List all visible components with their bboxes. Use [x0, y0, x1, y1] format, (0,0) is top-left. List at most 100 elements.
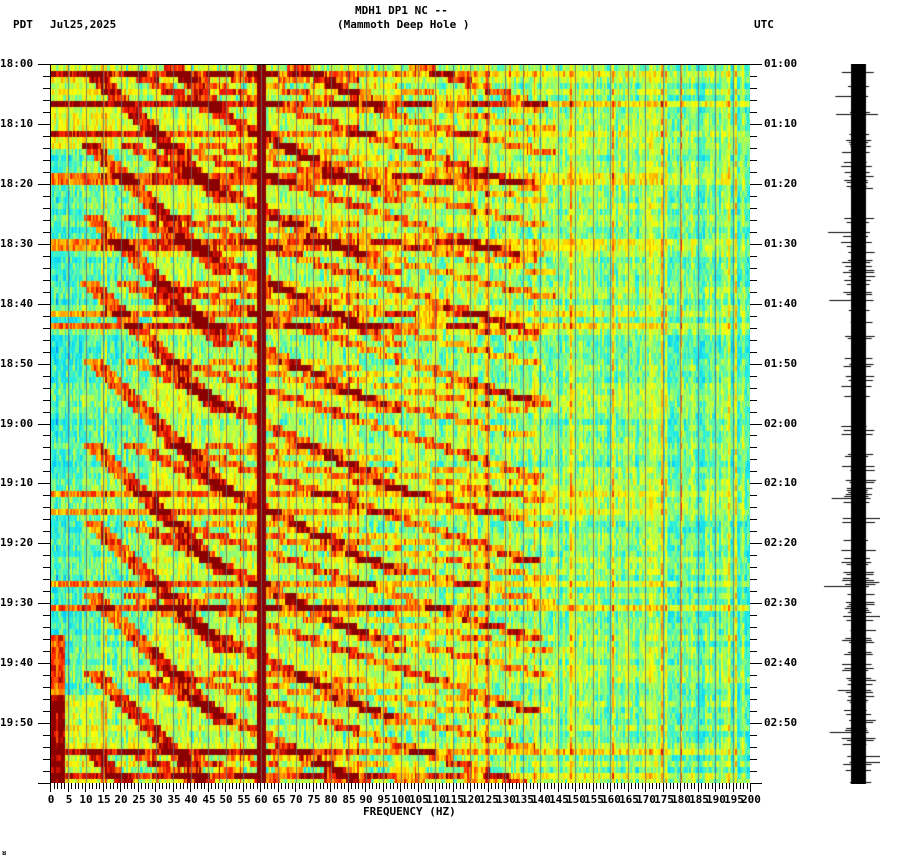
y-tick-right	[750, 519, 757, 520]
x-tick	[187, 783, 188, 789]
x-tick-label: 115	[444, 793, 464, 806]
y-tick-right	[750, 435, 757, 436]
x-tick	[330, 783, 331, 792]
y-tick-left	[43, 148, 50, 149]
y-tick-label-left: 18:30	[0, 237, 34, 250]
x-tick	[166, 783, 167, 789]
x-tick	[603, 783, 604, 789]
x-tick	[516, 783, 517, 789]
x-tick	[106, 783, 107, 789]
y-tick-left	[43, 591, 50, 592]
x-tick	[442, 783, 443, 789]
y-tick-right	[750, 268, 757, 269]
x-tick	[190, 783, 191, 792]
x-tick	[246, 783, 247, 789]
y-tick-right	[750, 603, 762, 604]
y-tick-left	[43, 567, 50, 568]
x-axis-title: FREQUENCY (HZ)	[363, 805, 456, 818]
x-tick	[726, 783, 727, 789]
y-tick-right	[750, 783, 762, 784]
y-tick-label-left: 18:10	[0, 117, 34, 130]
y-tick-left	[43, 100, 50, 101]
x-tick	[432, 783, 433, 789]
x-tick	[134, 783, 135, 789]
y-tick-right	[750, 364, 762, 365]
y-tick-label-left: 18:40	[0, 297, 34, 310]
y-tick-label-right: 02:20	[764, 536, 798, 549]
y-tick-left	[43, 412, 50, 413]
y-tick-right	[750, 376, 757, 377]
y-tick-right	[750, 711, 757, 712]
y-tick-right	[750, 627, 757, 628]
x-tick-label: 200	[741, 793, 761, 806]
y-tick-left	[43, 435, 50, 436]
date-label: Jul25,2025	[50, 18, 117, 31]
x-tick	[351, 783, 352, 789]
y-tick-left	[43, 447, 50, 448]
x-tick	[397, 783, 398, 789]
x-tick	[327, 783, 328, 789]
x-tick	[365, 783, 366, 792]
x-tick	[372, 783, 373, 789]
y-tick-right	[750, 531, 757, 532]
y-tick-left	[43, 627, 50, 628]
y-tick-left	[43, 519, 50, 520]
x-tick	[243, 783, 244, 792]
x-tick	[666, 783, 667, 789]
y-tick-left	[43, 459, 50, 460]
y-tick-right	[750, 148, 757, 149]
x-tick	[75, 783, 76, 789]
x-tick-label: 90	[359, 793, 373, 806]
y-tick-left	[43, 208, 50, 209]
x-tick	[110, 783, 111, 789]
x-tick-label: 105	[409, 793, 429, 806]
x-tick	[299, 783, 300, 789]
x-tick	[320, 783, 321, 789]
x-tick-label: 190	[706, 793, 726, 806]
x-tick	[208, 783, 209, 792]
y-tick-right	[750, 687, 757, 688]
y-tick-label-right: 02:00	[764, 417, 798, 430]
x-tick	[278, 783, 279, 792]
y-tick-right	[750, 651, 757, 652]
x-tick-label: 95	[377, 793, 391, 806]
x-tick-label: 175	[654, 793, 674, 806]
x-tick	[337, 783, 338, 789]
y-tick-left	[43, 340, 50, 341]
x-tick	[694, 783, 695, 789]
x-tick	[439, 783, 440, 789]
x-tick-label: 125	[479, 793, 499, 806]
x-tick	[264, 783, 265, 789]
x-tick-label: 50	[219, 793, 233, 806]
x-tick	[376, 783, 377, 789]
x-tick-label: 55	[237, 793, 251, 806]
x-tick	[411, 783, 412, 789]
x-tick	[687, 783, 688, 789]
x-tick	[383, 783, 384, 792]
y-tick-right	[750, 543, 762, 544]
x-tick	[512, 783, 513, 789]
y-tick-right	[750, 184, 762, 185]
x-tick	[127, 783, 128, 789]
x-tick	[85, 783, 86, 792]
y-tick-left	[43, 388, 50, 389]
x-tick	[124, 783, 125, 789]
x-tick	[267, 783, 268, 789]
y-tick-left	[43, 735, 50, 736]
x-tick	[141, 783, 142, 789]
y-tick-left	[43, 495, 50, 496]
x-tick	[92, 783, 93, 789]
x-tick	[159, 783, 160, 789]
x-tick	[169, 783, 170, 789]
x-tick	[68, 783, 69, 792]
x-tick-label: 70	[289, 793, 303, 806]
x-tick-label: 135	[514, 793, 534, 806]
x-tick	[540, 783, 541, 792]
x-tick	[477, 783, 478, 789]
x-tick	[453, 783, 454, 792]
x-tick-label: 170	[636, 793, 656, 806]
y-tick-left	[43, 292, 50, 293]
x-tick-label: 0	[47, 793, 55, 806]
y-tick-right	[750, 256, 757, 257]
x-tick	[736, 783, 737, 789]
